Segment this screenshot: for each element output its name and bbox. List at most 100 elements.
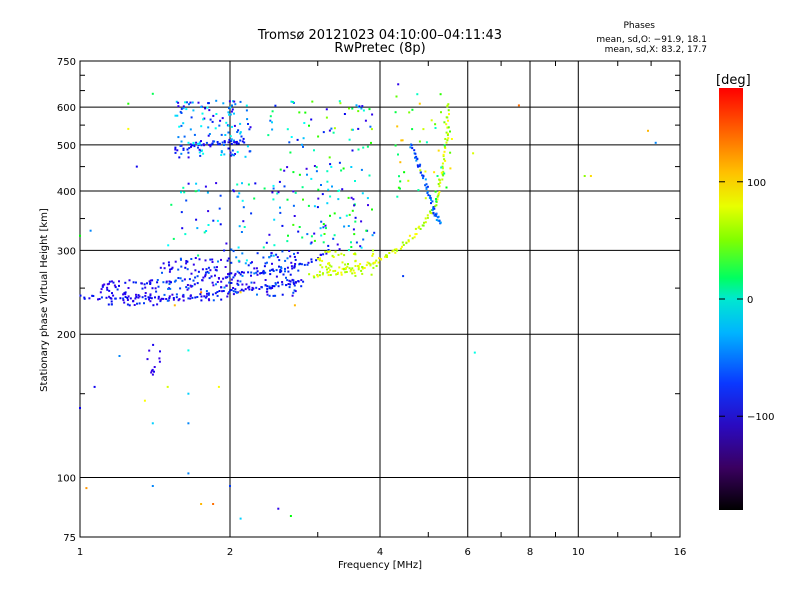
data-point [184,233,187,236]
data-point [161,271,163,274]
data-point [441,173,444,176]
data-point [315,170,318,173]
data-point [292,101,294,103]
data-point [110,297,113,300]
data-point [223,144,225,146]
data-point [302,280,305,283]
data-point [122,297,125,300]
data-point [440,171,443,174]
data-point [306,233,309,236]
data-point [179,287,182,290]
data-point [138,302,141,305]
data-point [103,283,106,286]
data-point [151,373,154,376]
data-point [180,265,183,268]
data-point [214,127,217,130]
data-point [247,183,250,186]
data-point [397,153,399,156]
data-point [196,296,199,298]
data-point [244,155,247,158]
data-point [118,280,120,283]
data-point [281,224,284,227]
data-point [446,104,449,107]
data-point [133,304,136,306]
data-point [225,121,228,124]
data-point [235,291,238,294]
data-point [434,213,437,216]
data-point [233,124,236,127]
data-point [223,153,226,156]
data-point [247,123,249,125]
data-point [366,261,369,264]
data-point [443,121,446,124]
data-point [274,104,277,107]
data-point [158,357,161,360]
data-point [259,272,262,275]
y-axis-label: Stationary phase Virtual Height [km] [39,208,50,392]
data-point [239,517,242,520]
data-point [191,144,193,147]
data-point [154,287,157,290]
data-point [135,281,137,284]
data-point [221,117,224,120]
data-point [168,297,171,300]
data-point [246,145,249,148]
data-point [281,283,284,286]
data-point [320,253,322,256]
data-point [93,385,96,388]
data-point [301,143,303,146]
data-point [275,269,278,272]
data-point [286,266,289,269]
data-point [216,143,219,146]
data-point [297,230,300,233]
data-point [322,272,324,275]
data-point [361,105,364,108]
data-point [112,294,115,297]
data-point [310,258,313,261]
data-point [325,252,328,255]
data-point [255,271,258,274]
data-point [329,195,332,198]
data-point [186,260,189,263]
data-point [345,271,348,273]
data-point [340,252,343,255]
data-point [277,191,280,194]
data-point [151,485,154,487]
data-point [319,227,322,230]
data-point [123,292,126,295]
data-point [150,297,153,300]
data-point [355,104,358,107]
data-point [264,271,267,274]
data-point [326,268,328,271]
data-point [165,298,168,300]
data-point [318,270,321,273]
data-point [234,272,237,275]
data-point [328,264,331,267]
data-point [233,112,235,115]
data-point [239,122,242,125]
data-point [203,295,206,298]
data-point [176,114,179,117]
data-point [166,385,169,388]
data-point [176,149,179,152]
data-point [235,142,238,145]
data-point [272,254,275,257]
data-point [110,300,113,303]
data-point [407,239,410,242]
data-point [396,249,399,252]
data-point [140,282,143,285]
data-point [197,101,200,104]
data-point [106,288,109,291]
data-point [217,260,219,263]
data-point [194,296,197,299]
data-point [211,258,214,261]
data-point [231,149,234,152]
data-point [294,258,297,261]
data-point [654,141,657,144]
y-tick-label: 500 [57,141,76,152]
data-point [204,259,207,262]
data-point [370,273,373,276]
data-point [173,304,176,307]
data-point [647,129,649,132]
data-point [207,134,210,137]
